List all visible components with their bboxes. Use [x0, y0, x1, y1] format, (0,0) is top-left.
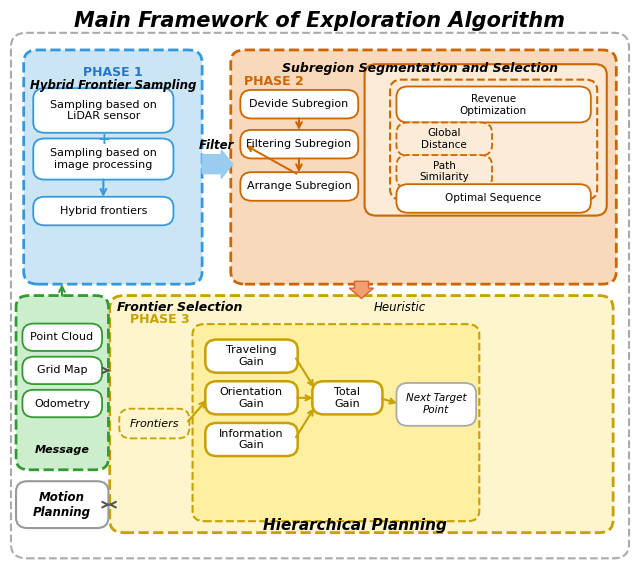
FancyBboxPatch shape — [119, 409, 189, 439]
Text: Total
Gain: Total Gain — [335, 387, 360, 409]
Text: Hierarchical Planning: Hierarchical Planning — [263, 518, 447, 533]
Text: +: + — [97, 132, 109, 147]
Text: PHASE 3: PHASE 3 — [130, 313, 189, 326]
FancyBboxPatch shape — [24, 50, 202, 284]
Text: Hybrid frontiers: Hybrid frontiers — [60, 206, 147, 216]
Text: Next Target
Point: Next Target Point — [406, 393, 467, 415]
FancyBboxPatch shape — [193, 324, 479, 521]
Text: Orientation
Gain: Orientation Gain — [220, 387, 283, 409]
Text: Filter: Filter — [199, 139, 234, 152]
FancyBboxPatch shape — [365, 64, 607, 216]
FancyArrow shape — [202, 150, 233, 179]
Text: Point Cloud: Point Cloud — [30, 332, 93, 342]
Text: Information
Gain: Information Gain — [219, 429, 284, 451]
FancyBboxPatch shape — [109, 296, 613, 533]
Text: Traveling
Gain: Traveling Gain — [226, 346, 276, 367]
Text: Main Framework of Exploration Algorithm: Main Framework of Exploration Algorithm — [74, 11, 566, 32]
FancyBboxPatch shape — [241, 130, 358, 158]
FancyBboxPatch shape — [205, 381, 298, 414]
Text: PHASE 1: PHASE 1 — [83, 66, 143, 79]
FancyBboxPatch shape — [396, 122, 492, 156]
Text: Path
Similarity: Path Similarity — [419, 161, 469, 183]
FancyBboxPatch shape — [33, 88, 173, 133]
FancyBboxPatch shape — [241, 90, 358, 118]
FancyBboxPatch shape — [33, 138, 173, 180]
Text: Sampling based on
LiDAR sensor: Sampling based on LiDAR sensor — [50, 100, 157, 121]
Text: Devide Subregion: Devide Subregion — [250, 99, 349, 109]
FancyBboxPatch shape — [205, 423, 298, 456]
FancyBboxPatch shape — [231, 50, 616, 284]
Text: Sampling based on
image processing: Sampling based on image processing — [50, 148, 157, 170]
FancyBboxPatch shape — [22, 390, 102, 417]
FancyBboxPatch shape — [16, 296, 108, 470]
Text: Arrange Subregion: Arrange Subregion — [246, 181, 351, 192]
Text: PHASE 2: PHASE 2 — [244, 75, 303, 88]
Text: Revenue
Optimization: Revenue Optimization — [460, 94, 527, 115]
FancyBboxPatch shape — [22, 324, 102, 351]
FancyBboxPatch shape — [396, 184, 591, 213]
Text: Heuristic: Heuristic — [374, 301, 426, 314]
Text: Message: Message — [35, 445, 90, 455]
Text: Optimal Sequence: Optimal Sequence — [445, 193, 541, 203]
FancyBboxPatch shape — [396, 155, 492, 188]
Text: Frontier Selection: Frontier Selection — [117, 301, 243, 314]
FancyArrow shape — [349, 281, 374, 298]
Text: Filtering Subregion: Filtering Subregion — [246, 139, 351, 149]
Text: Hybrid Frontier Sampling: Hybrid Frontier Sampling — [29, 79, 196, 92]
Text: Odometry: Odometry — [34, 398, 90, 409]
FancyBboxPatch shape — [16, 481, 108, 528]
FancyBboxPatch shape — [390, 80, 597, 200]
Text: Grid Map: Grid Map — [36, 366, 87, 375]
FancyBboxPatch shape — [33, 197, 173, 226]
Text: Global
Distance: Global Distance — [421, 128, 467, 150]
FancyBboxPatch shape — [312, 381, 383, 414]
FancyBboxPatch shape — [22, 356, 102, 384]
FancyBboxPatch shape — [396, 383, 476, 426]
FancyBboxPatch shape — [396, 87, 591, 122]
Text: Motion
Planning: Motion Planning — [33, 491, 91, 519]
Text: Subregion Segmentation and Selection: Subregion Segmentation and Selection — [282, 63, 558, 75]
FancyBboxPatch shape — [205, 340, 298, 373]
Text: Frontiers: Frontiers — [129, 418, 179, 429]
FancyBboxPatch shape — [241, 172, 358, 201]
